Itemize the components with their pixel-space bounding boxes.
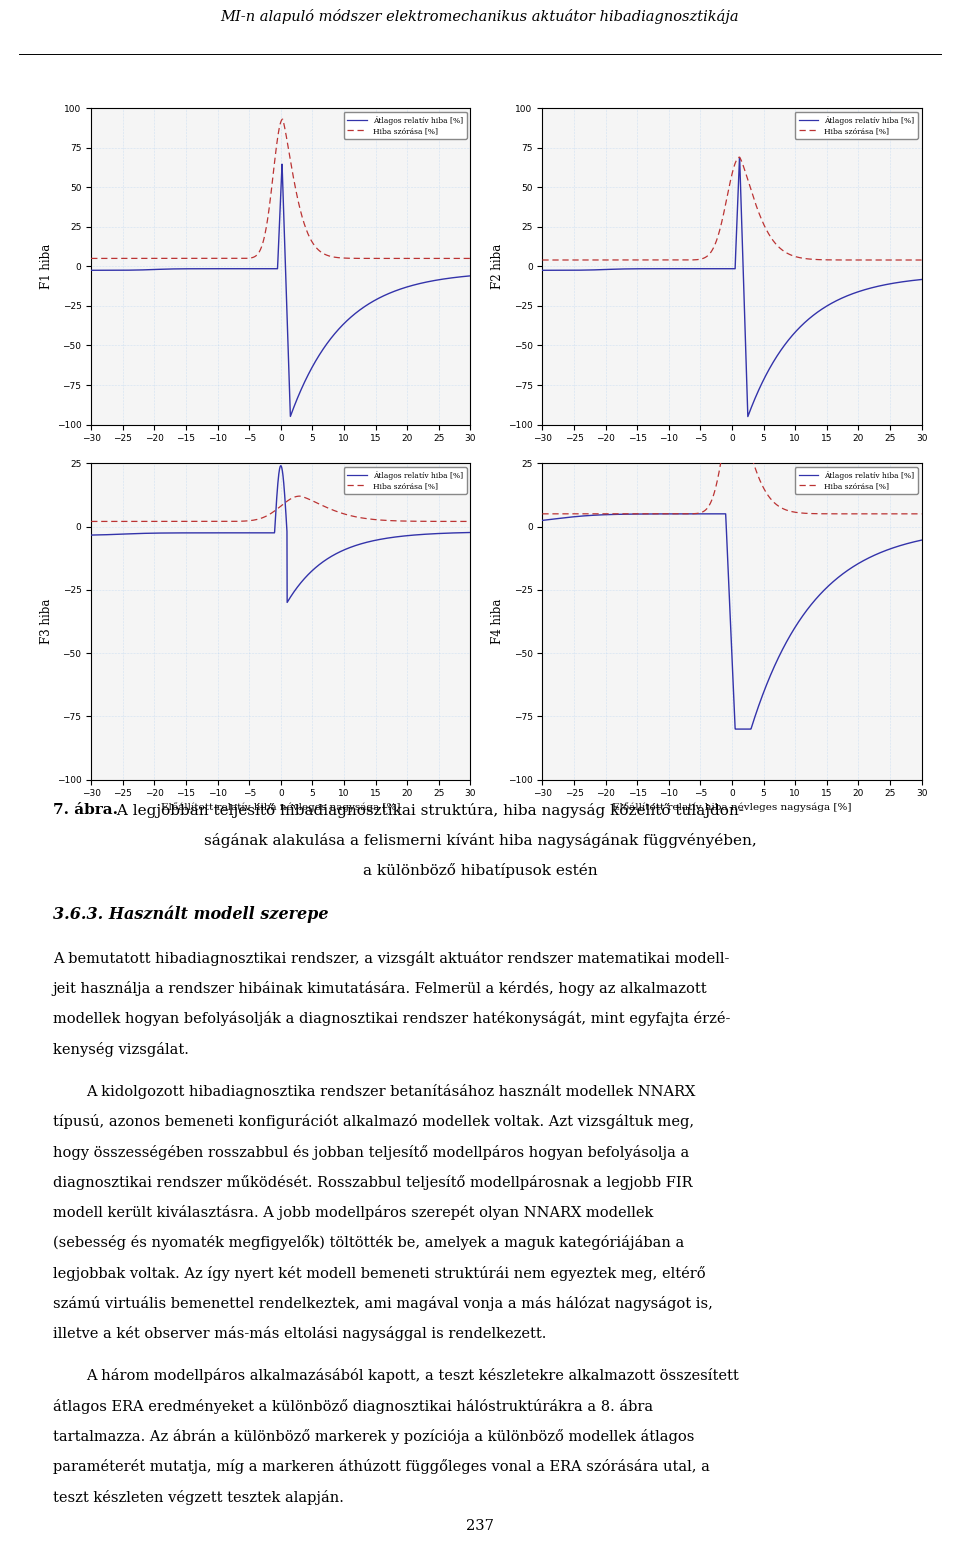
Text: MI-n alapuló módszer elektromechanikus aktuátor hibadiagnosztikája: MI-n alapuló módszer elektromechanikus a… [221,9,739,23]
Text: 7. ábra.: 7. ábra. [53,803,118,817]
Legend: Átlagos relatív hiba [%], Hiba szórása [%]: Átlagos relatív hiba [%], Hiba szórása [… [344,111,467,139]
X-axis label: Előállított relatív hiba névleges nagysága [%]: Előállított relatív hiba névleges nagysá… [161,803,400,812]
Text: (sebesség és nyomaték megfigyelők) töltötték be, amelyek a maguk kategóriájában : (sebesség és nyomaték megfigyelők) töltö… [53,1235,684,1251]
Y-axis label: F3 hiba: F3 hiba [39,599,53,644]
Text: tartalmazza. Az ábrán a különböző markerek y pozíciója a különböző modellek átla: tartalmazza. Az ábrán a különböző marker… [53,1430,694,1444]
Legend: Átlagos relatív hiba [%], Hiba szórása [%]: Átlagos relatív hiba [%], Hiba szórása [… [795,466,918,494]
Y-axis label: F1 hiba: F1 hiba [39,244,53,289]
Text: A bemutatott hibadiagnosztikai rendszer, a vizsgált aktuátor rendszer matematika: A bemutatott hibadiagnosztikai rendszer,… [53,951,730,967]
Text: A három modellpáros alkalmazásából kapott, a teszt készletekre alkalmazott össze: A három modellpáros alkalmazásából kapot… [86,1368,739,1383]
Text: számú virtuális bemenettel rendelkeztek, ami magával vonja a más hálózat nagyság: számú virtuális bemenettel rendelkeztek,… [53,1295,712,1311]
Text: 3.6.3. Használt modell szerepe: 3.6.3. Használt modell szerepe [53,905,328,923]
Text: ságának alakulása a felismerni kívánt hiba nagyságának függvényében,: ságának alakulása a felismerni kívánt hi… [204,832,756,848]
Text: átlagos ERA eredményeket a különböző diagnosztikai hálóstruktúrákra a 8. ábra: átlagos ERA eredményeket a különböző dia… [53,1399,653,1414]
Y-axis label: F4 hiba: F4 hiba [491,599,504,644]
Text: teszt készleten végzett tesztek alapján.: teszt készleten végzett tesztek alapján. [53,1490,344,1504]
Text: legjobbak voltak. Az így nyert két modell bemeneti struktúrái nem egyeztek meg, : legjobbak voltak. Az így nyert két model… [53,1266,706,1280]
Legend: Átlagos relatív hiba [%], Hiba szórása [%]: Átlagos relatív hiba [%], Hiba szórása [… [344,466,467,494]
Text: a különböző hibatípusok estén: a különböző hibatípusok estén [363,863,597,879]
Text: 237: 237 [466,1519,494,1533]
X-axis label: Előállított relatív hiba névleges nagysága [%]: Előállított relatív hiba névleges nagysá… [612,803,852,812]
Text: modellek hogyan befolyásolják a diagnosztikai rendszer hatékonyságát, mint egyfa: modellek hogyan befolyásolják a diagnosz… [53,1011,731,1027]
Text: illetve a két observer más-más eltolási nagysággal is rendelkezett.: illetve a két observer más-más eltolási … [53,1326,546,1342]
Y-axis label: F2 hiba: F2 hiba [491,244,504,289]
Text: típusú, azonos bemeneti konfigurációt alkalmazó modellek voltak. Azt vizsgáltuk : típusú, azonos bemeneti konfigurációt al… [53,1115,694,1129]
Text: hogy összességében rosszabbul és jobban teljesítő modellpáros hogyan befolyásolj: hogy összességében rosszabbul és jobban … [53,1144,689,1160]
Text: paraméterét mutatja, míg a markeren áthúzott függőleges vonal a ERA szórására ut: paraméterét mutatja, míg a markeren áthú… [53,1459,709,1475]
Text: modell került kiválasztásra. A jobb modellpáros szerepét olyan NNARX modellek: modell került kiválasztásra. A jobb mode… [53,1204,653,1220]
Legend: Átlagos relatív hiba [%], Hiba szórása [%]: Átlagos relatív hiba [%], Hiba szórása [… [795,111,918,139]
Text: jeit használja a rendszer hibáinak kimutatására. Felmerül a kérdés, hogy az alka: jeit használja a rendszer hibáinak kimut… [53,980,708,996]
Text: A kidolgozott hibadiagnosztika rendszer betanításához használt modellek NNARX: A kidolgozott hibadiagnosztika rendszer … [86,1084,696,1099]
Text: diagnosztikai rendszer működését. Rosszabbul teljesítő modellpárosnak a legjobb : diagnosztikai rendszer működését. Rossza… [53,1175,692,1190]
Text: kenység vizsgálat.: kenység vizsgálat. [53,1042,189,1056]
Text: A legjobban teljesítő hibadiagnosztikai struktúra, hiba nagyság közelítő tulajdo: A legjobban teljesítő hibadiagnosztikai … [112,803,744,818]
